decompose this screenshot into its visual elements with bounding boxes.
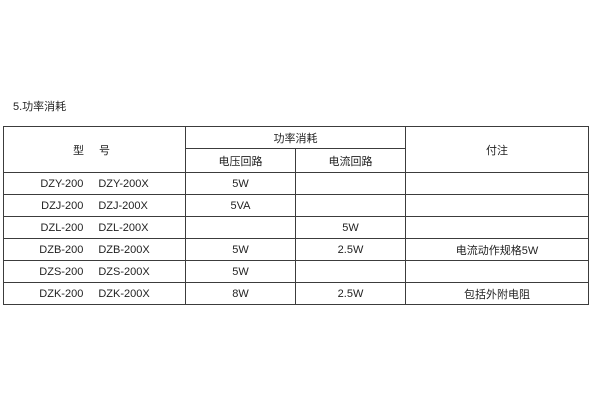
model-cell: DZY-200 DZY-200X bbox=[3, 172, 186, 195]
voltage-circuit-value: 5W bbox=[185, 260, 296, 283]
model-name-x: DZL-200X bbox=[98, 221, 149, 234]
note-value: 包括外附电阻 bbox=[405, 282, 589, 305]
table-row: DZK-200 DZK-200X 8W 2.5W 包括外附电阻 bbox=[3, 282, 589, 305]
voltage-circuit-value: 5W bbox=[185, 172, 296, 195]
model-name: DZJ-200 bbox=[41, 199, 84, 212]
model-name: DZS-200 bbox=[39, 265, 84, 278]
current-circuit-value bbox=[295, 260, 406, 283]
voltage-circuit-value: 5VA bbox=[185, 194, 296, 217]
note-value bbox=[405, 216, 589, 239]
current-circuit-value bbox=[295, 172, 406, 195]
column-header-power-consumption: 功率消耗 bbox=[185, 126, 406, 149]
current-circuit-value bbox=[295, 194, 406, 217]
note-value bbox=[405, 260, 589, 283]
table-row: DZB-200 DZB-200X 5W 2.5W 电流动作规格5W bbox=[3, 238, 589, 261]
table-row: DZS-200 DZS-200X 5W bbox=[3, 260, 589, 283]
table-row: DZY-200 DZY-200X 5W bbox=[3, 172, 589, 195]
model-name: DZY-200 bbox=[40, 177, 84, 190]
model-name-x: DZJ-200X bbox=[98, 199, 148, 212]
model-names: DZS-200 DZS-200X bbox=[5, 265, 185, 278]
model-name: DZK-200 bbox=[39, 287, 84, 300]
model-cell: DZK-200 DZK-200X bbox=[3, 282, 186, 305]
section-title: 5.功率消耗 bbox=[13, 101, 67, 113]
model-name-x: DZY-200X bbox=[98, 177, 149, 190]
column-header-notes: 付注 bbox=[405, 126, 589, 173]
model-name: DZB-200 bbox=[39, 243, 84, 256]
current-circuit-value: 5W bbox=[295, 216, 406, 239]
header-row-2: 电压回路 电流回路 bbox=[4, 148, 589, 173]
model-name-x: DZS-200X bbox=[98, 265, 150, 278]
note-value: 电流动作规格5W bbox=[405, 238, 589, 261]
table-row: DZL-200 DZL-200X 5W bbox=[3, 216, 589, 239]
model-cell: DZB-200 DZB-200X bbox=[3, 238, 186, 261]
column-header-model: 型 号 bbox=[3, 126, 186, 173]
model-names: DZY-200 DZY-200X bbox=[5, 177, 185, 190]
voltage-circuit-value: 5W bbox=[185, 238, 296, 261]
model-cell: DZJ-200 DZJ-200X bbox=[3, 194, 186, 217]
model-names: DZK-200 DZK-200X bbox=[5, 287, 185, 300]
note-value bbox=[405, 172, 589, 195]
current-circuit-value: 2.5W bbox=[295, 282, 406, 305]
model-name: DZL-200 bbox=[40, 221, 84, 234]
model-names: DZL-200 DZL-200X bbox=[5, 221, 185, 234]
model-names: DZB-200 DZB-200X bbox=[5, 243, 185, 256]
column-header-voltage-circuit: 电压回路 bbox=[185, 148, 296, 173]
current-circuit-value: 2.5W bbox=[295, 238, 406, 261]
model-cell: DZS-200 DZS-200X bbox=[3, 260, 186, 283]
model-names: DZJ-200 DZJ-200X bbox=[5, 199, 185, 212]
model-cell: DZL-200 DZL-200X bbox=[3, 216, 186, 239]
voltage-circuit-value: 8W bbox=[185, 282, 296, 305]
table-row: DZJ-200 DZJ-200X 5VA bbox=[3, 194, 589, 217]
column-header-current-circuit: 电流回路 bbox=[295, 148, 406, 173]
voltage-circuit-value bbox=[185, 216, 296, 239]
model-name-x: DZB-200X bbox=[98, 243, 150, 256]
model-name-x: DZK-200X bbox=[98, 287, 150, 300]
header-row-1: 型 号 功率消耗 付注 bbox=[3, 126, 589, 173]
note-value bbox=[405, 194, 589, 217]
power-consumption-table: 型 号 功率消耗 付注 电压回路 电流回路 DZY-200 DZY-200X 5… bbox=[3, 126, 589, 305]
